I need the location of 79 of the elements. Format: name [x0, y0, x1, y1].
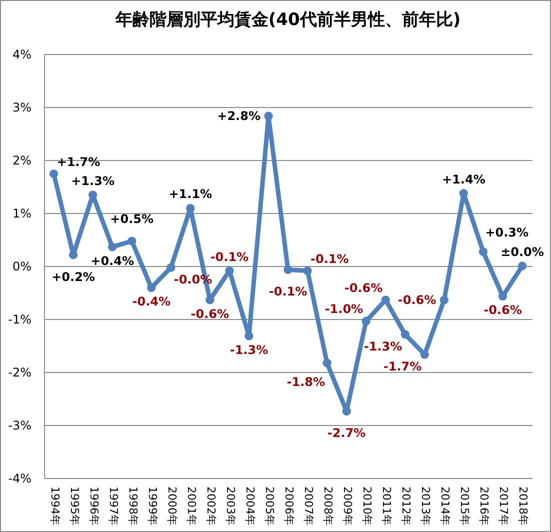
x-tick-label: 2005年	[262, 486, 276, 526]
x-tick-label: 2001年	[184, 486, 198, 526]
y-tick-label: 3%	[12, 100, 32, 114]
data-label: -1.7%	[383, 360, 422, 374]
x-tick-label: 2011年	[380, 486, 394, 526]
y-tick-label: -1%	[8, 312, 32, 326]
data-label: -0.4%	[132, 294, 170, 309]
x-tick-label: 2007年	[302, 486, 316, 526]
x-tick-label: 2017年	[497, 486, 510, 526]
x-tick-label: 2002年	[204, 486, 218, 526]
data-label: +1.4%	[442, 172, 486, 186]
x-tick-label: 2018年	[516, 486, 530, 526]
y-tick-label: 4%	[12, 48, 32, 62]
data-label: -2.7%	[327, 426, 366, 440]
x-tick-label: 2004年	[243, 486, 256, 526]
y-tick-label: 2%	[12, 154, 32, 168]
x-tick-label: 2003年	[224, 486, 237, 526]
point	[147, 283, 156, 292]
x-tick-label: 2012年	[400, 486, 413, 526]
x-tick-label: 1997年	[106, 486, 120, 526]
x-tick-label: 2013年	[419, 486, 432, 526]
data-label: -0.1%	[210, 250, 249, 264]
data-label: +0.2%	[52, 270, 95, 284]
data-label: -0.1%	[268, 284, 308, 299]
y-tick-label: -4%	[8, 472, 32, 486]
data-label: +1.3%	[71, 174, 114, 188]
data-label: +2.8%	[217, 109, 260, 124]
data-label: -1.3%	[364, 339, 402, 354]
y-tick-label: -2%	[8, 366, 32, 380]
point	[284, 265, 292, 274]
y-tick-label: 1%	[12, 206, 32, 220]
point	[440, 296, 448, 304]
data-label: -0.6%	[344, 280, 383, 295]
point	[108, 242, 117, 252]
x-tick-label: 1995年	[68, 486, 81, 526]
data-label: -1.0%	[324, 302, 364, 316]
x-tick-label: 1996年	[87, 486, 100, 526]
x-tick-label: 1998年	[126, 486, 140, 526]
point	[400, 330, 410, 339]
x-tick-label: 2014年	[438, 486, 452, 526]
y-tick-label: 0%	[12, 260, 32, 274]
point	[420, 350, 429, 359]
data-label: +1.1%	[168, 187, 212, 202]
x-tick-label: 2016年	[478, 486, 491, 526]
point	[68, 250, 78, 260]
data-label: -1.3%	[230, 342, 268, 357]
data-label: -0.6%	[484, 303, 522, 318]
point	[264, 112, 273, 120]
x-tick-label: 2000年	[165, 486, 178, 526]
point	[303, 266, 312, 276]
x-tick-label: 2006年	[282, 486, 296, 526]
data-label: ±0.0%	[500, 245, 544, 259]
x-tick-label: 2008年	[322, 486, 335, 526]
point	[206, 296, 214, 304]
point	[166, 263, 176, 272]
point	[322, 358, 332, 368]
x-tick-label: 2009年	[341, 486, 354, 526]
data-label: -0.6%	[190, 306, 230, 321]
data-label: +0.3%	[485, 226, 529, 240]
x-tick-label: 2015年	[458, 486, 472, 526]
x-tick-label: 1999年	[146, 486, 159, 526]
data-label: -1.8%	[286, 374, 326, 389]
point	[49, 169, 58, 178]
y-tick-label: -3%	[8, 418, 32, 432]
point	[478, 247, 488, 256]
x-tick-label: 1994年	[48, 486, 62, 526]
point	[518, 262, 527, 270]
point	[459, 189, 468, 198]
point	[128, 236, 136, 246]
point	[381, 296, 390, 304]
x-tick-label: 2010年	[360, 486, 374, 526]
data-label: -0.1%	[310, 252, 349, 266]
data-label: +0.5%	[110, 212, 154, 226]
data-label: +1.7%	[56, 154, 100, 169]
point	[362, 316, 370, 326]
point	[244, 332, 254, 340]
data-label: -0.6%	[398, 292, 436, 307]
chart-title: 年齢階層別平均賃金(40代前半男性、前年比)	[114, 10, 461, 30]
data-label: +0.4%	[90, 254, 134, 268]
